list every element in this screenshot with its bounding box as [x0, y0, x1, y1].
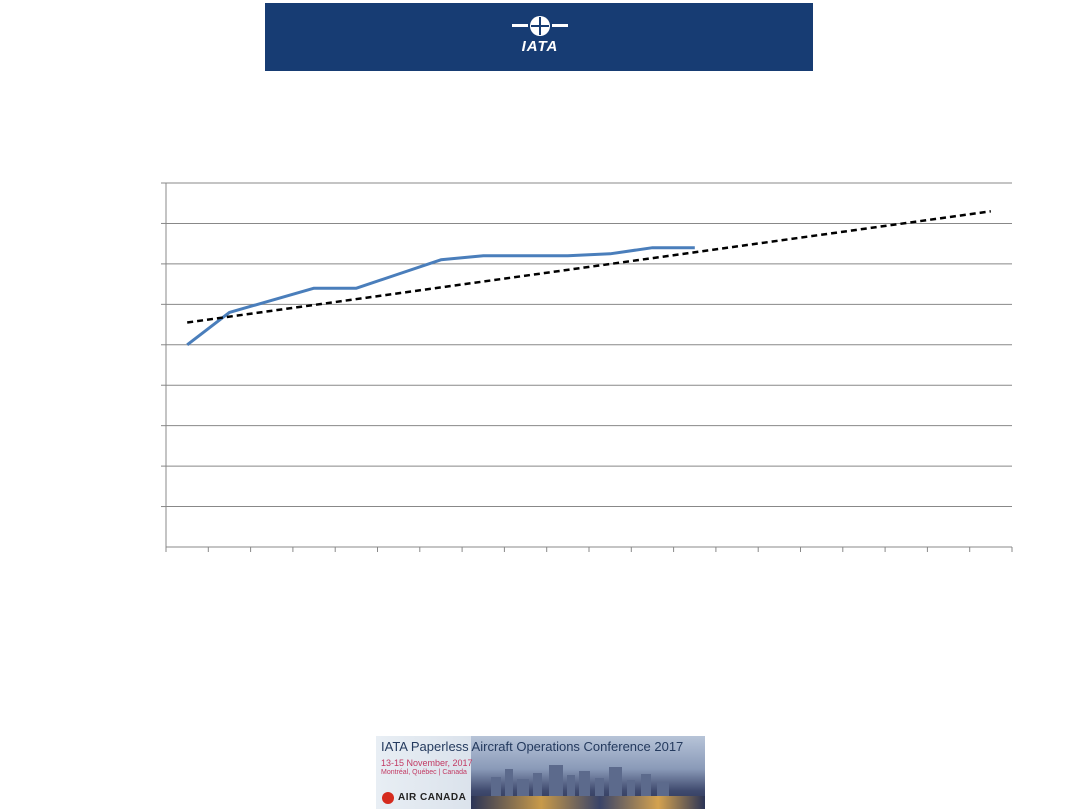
- conference-date: 13-15 November, 2017: [381, 758, 473, 768]
- header-banner: [265, 3, 813, 71]
- iata-logo: IATA: [512, 14, 568, 58]
- chart-gridlines: [166, 182, 1012, 508]
- series-line: [186, 246, 695, 346]
- logo-wing-right: [552, 24, 568, 27]
- trend-line: [187, 210, 991, 324]
- globe-icon: [530, 16, 550, 36]
- conference-banner: IATA Paperless Aircraft Operations Confe…: [376, 736, 705, 809]
- air-canada-icon: [382, 792, 394, 804]
- conference-title: IATA Paperless Aircraft Operations Confe…: [381, 739, 684, 754]
- chart-series: [186, 210, 991, 346]
- conference-location: Montréal, Québec | Canada: [381, 769, 467, 776]
- logo-wing-left: [512, 24, 528, 27]
- chart-axes: [161, 182, 1013, 552]
- sponsor-name: AIR CANADA: [398, 792, 467, 803]
- water-reflection: [471, 796, 705, 809]
- logo-wordmark: IATA: [521, 38, 559, 55]
